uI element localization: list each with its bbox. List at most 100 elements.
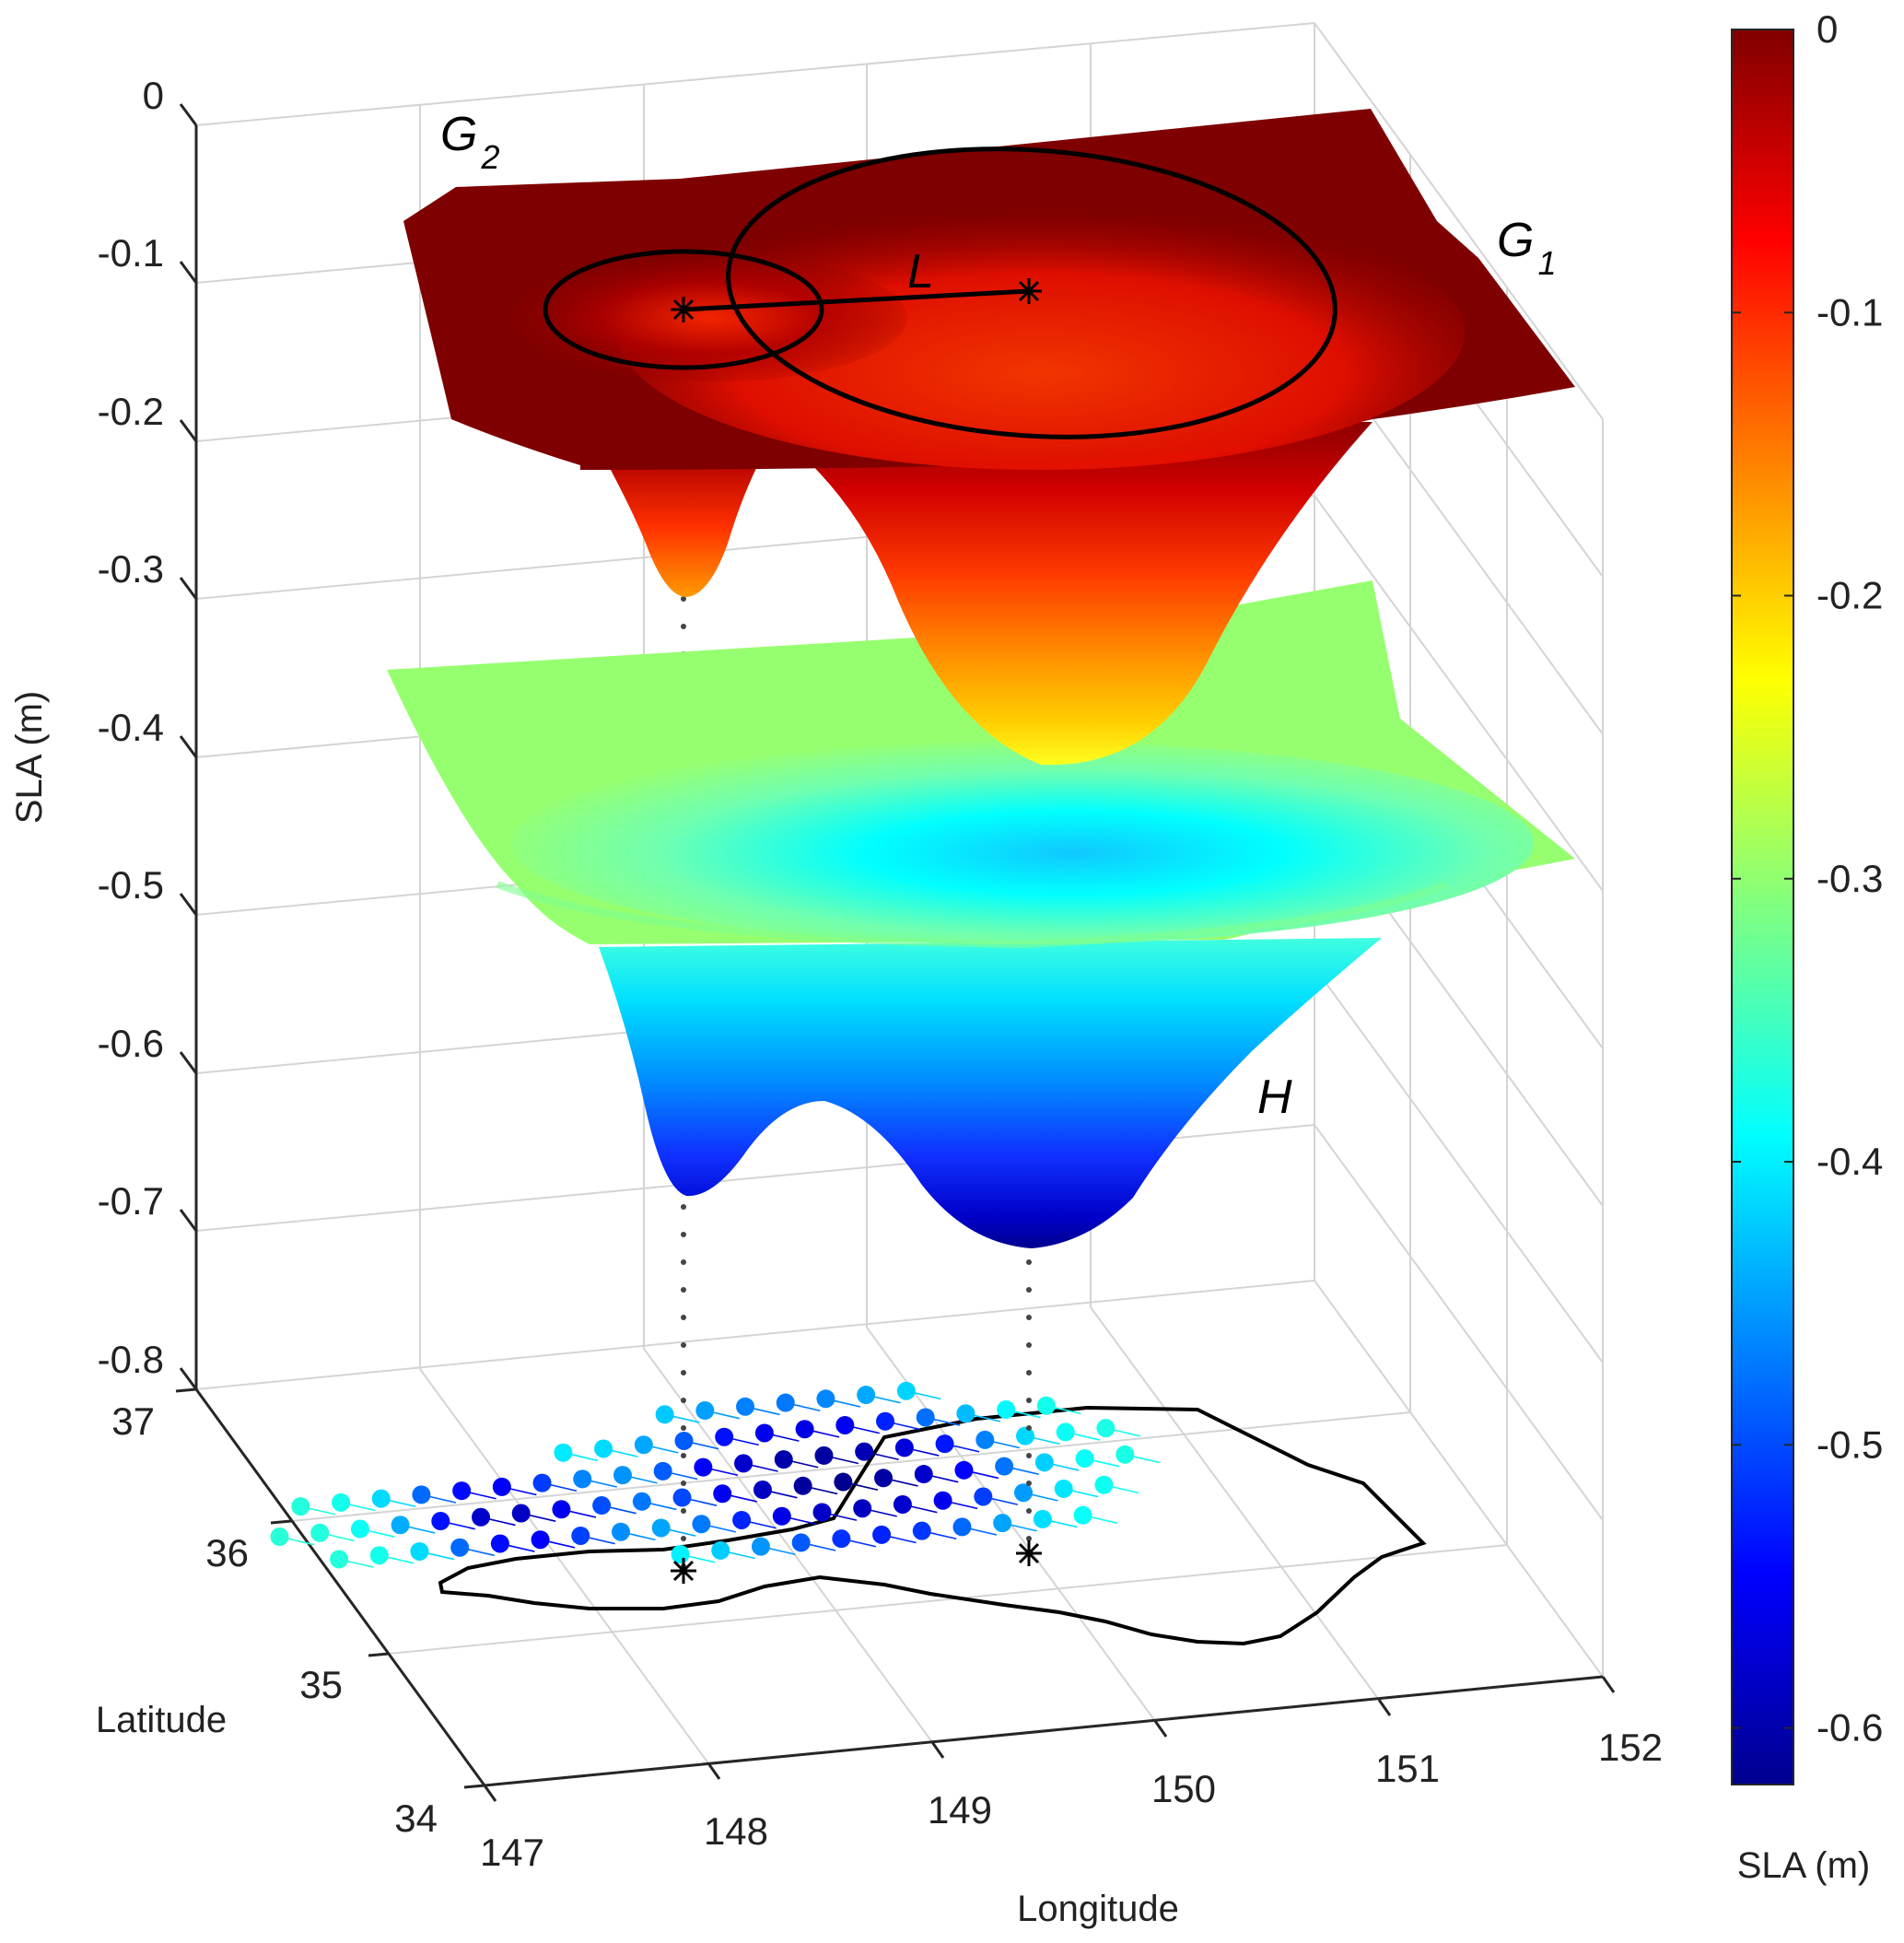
- scatter-point: [956, 1404, 975, 1423]
- y-tick-label: 35: [299, 1663, 343, 1706]
- scatter-point: [594, 1439, 613, 1458]
- scatter-point: [511, 1504, 531, 1523]
- g2-star-marker: [671, 297, 696, 322]
- scatter-point: [490, 1534, 509, 1553]
- scatter-point: [975, 1430, 995, 1449]
- center-dot: [681, 1536, 686, 1541]
- colorbar-tick-labels: 0 -0.1 -0.2 -0.3 -0.4 -0.5 -0.6: [1816, 7, 1883, 1750]
- y-tick-labels: 37 36 35 34: [111, 1399, 438, 1840]
- axis-lines: [175, 103, 1616, 1802]
- x-axis-label: Longitude: [1017, 1889, 1179, 1929]
- g1-ellipse: [726, 146, 1337, 439]
- scatter-point: [1015, 1426, 1034, 1446]
- x-tick-label: 147: [480, 1831, 544, 1874]
- scatter-point: [857, 1386, 876, 1405]
- scatter-point: [855, 1442, 874, 1461]
- scatter-point: [774, 1450, 793, 1469]
- surface-h-depression: [511, 742, 1534, 944]
- scatter-point: [736, 1397, 755, 1416]
- scatter-point: [872, 1525, 892, 1544]
- center-dot: [681, 596, 686, 602]
- scatter-point: [270, 1527, 289, 1547]
- center-dot: [681, 1204, 686, 1210]
- z-tick-label: -0.7: [98, 1179, 164, 1223]
- scatter-point: [912, 1521, 931, 1540]
- scatter-point: [613, 1466, 632, 1485]
- center-dot: [681, 1453, 686, 1458]
- scatter-point: [310, 1523, 330, 1542]
- center-dot: [681, 1315, 686, 1320]
- label-h: H: [1257, 1071, 1292, 1124]
- scatter-point: [1036, 1396, 1056, 1415]
- surface-h: [387, 580, 1575, 1248]
- scatter-point: [713, 1484, 732, 1504]
- colorbar-tick-label: -0.1: [1816, 290, 1883, 334]
- z-tick-label: -0.8: [98, 1338, 164, 1381]
- scatter-point: [1096, 1419, 1116, 1438]
- scatter-point: [853, 1499, 872, 1518]
- scatter-point: [492, 1477, 511, 1496]
- scatter-points: [270, 1381, 1135, 1569]
- center-dot: [1026, 1370, 1032, 1375]
- g1-star-marker: [1016, 278, 1042, 304]
- colorbar-ticks: [1732, 29, 1793, 1729]
- center-dot: [681, 1398, 686, 1403]
- scatter-point: [993, 1514, 1012, 1533]
- colorbar-tick-label: -0.5: [1816, 1422, 1883, 1466]
- scatter-point: [674, 1431, 694, 1450]
- bottom-g1-star-marker: [1016, 1540, 1042, 1566]
- label-l: L: [907, 245, 934, 298]
- scatter-point: [894, 1438, 914, 1457]
- scatter-point: [532, 1473, 552, 1492]
- scatter-point: [431, 1512, 450, 1531]
- scatter-point: [653, 1461, 672, 1481]
- l-connector: [683, 288, 1030, 312]
- scatter-point: [391, 1516, 410, 1535]
- scatter-point: [832, 1529, 851, 1549]
- scatter-point: [632, 1492, 651, 1511]
- scatter-point: [1094, 1475, 1114, 1494]
- scatter-point: [711, 1540, 730, 1560]
- scatter-point: [834, 1472, 853, 1492]
- scatter-point: [816, 1389, 835, 1409]
- x-tick-label: 150: [1151, 1767, 1216, 1810]
- center-dot: [1026, 1398, 1032, 1403]
- scatter-point: [1014, 1483, 1034, 1503]
- center-dot: [681, 1425, 686, 1431]
- scatter-point: [893, 1494, 912, 1514]
- bottom-g2-star-marker: [671, 1558, 696, 1584]
- x-tick-labels: 147 148 149 150 151 152: [480, 1726, 1663, 1874]
- scatter-point: [1033, 1509, 1052, 1528]
- center-dot: [1026, 1342, 1032, 1348]
- scatter-point: [715, 1427, 734, 1446]
- scatter-point: [531, 1530, 550, 1550]
- surface-g1-basin: [755, 419, 1373, 766]
- scatter-point: [410, 1541, 429, 1561]
- z-axis-label: SLA (m): [9, 691, 50, 824]
- scatter-point: [450, 1538, 470, 1557]
- center-dot: [1026, 1259, 1032, 1265]
- scatter-point: [776, 1393, 795, 1412]
- z-tick-label: -0.5: [98, 863, 164, 907]
- colorbar: 0 -0.1 -0.2 -0.3 -0.4 -0.5 -0.6 SLA (m): [1731, 7, 1883, 1886]
- colorbar-gradient: [1731, 29, 1794, 1785]
- scatter-point: [734, 1454, 753, 1473]
- scatter-point: [916, 1408, 935, 1427]
- scatter-point: [655, 1405, 674, 1424]
- scatter-point: [573, 1469, 592, 1489]
- scatter-point: [1116, 1445, 1135, 1464]
- colorbar-tick-label: -0.2: [1816, 574, 1883, 617]
- y-tick-label: 34: [394, 1797, 438, 1840]
- surface-g2-basin: [603, 456, 760, 597]
- z-tick-label: 0: [143, 74, 164, 117]
- scatter-point: [1054, 1479, 1073, 1498]
- center-dot: [681, 1287, 686, 1293]
- scatter-point: [876, 1411, 895, 1431]
- y-tick-label: 37: [111, 1399, 155, 1443]
- z-tick-label: -0.4: [98, 706, 164, 749]
- scatter-point: [671, 1545, 690, 1564]
- scatter-point: [935, 1434, 954, 1454]
